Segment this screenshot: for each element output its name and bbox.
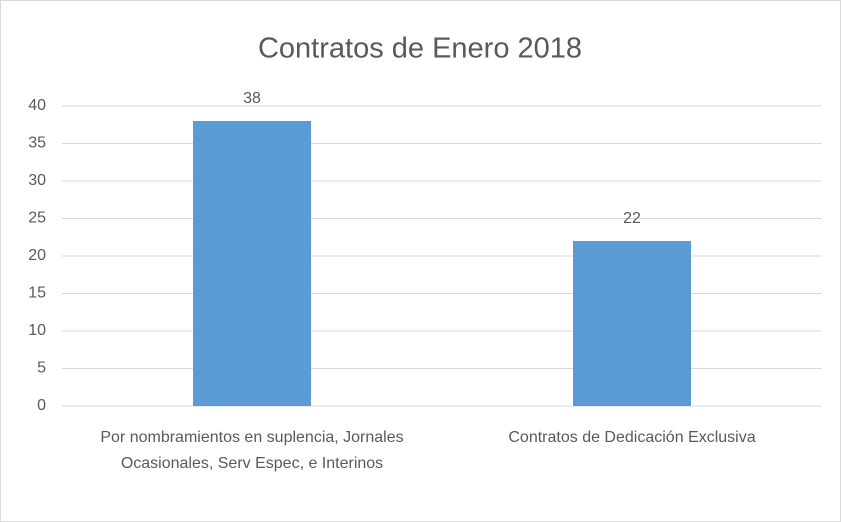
y-tick-label: 0 <box>37 397 46 414</box>
data-label: 22 <box>623 210 641 227</box>
y-tick-label: 25 <box>28 210 46 227</box>
y-tick-label: 10 <box>28 322 46 339</box>
y-tick-label: 15 <box>28 285 46 302</box>
y-tick-label: 30 <box>28 172 46 189</box>
y-tick-label: 40 <box>28 97 46 114</box>
x-tick-label: Contratos de Dedicación Exclusiva <box>508 429 756 446</box>
y-tick-label: 5 <box>37 360 46 377</box>
data-label: 38 <box>243 90 261 107</box>
bar <box>193 121 311 406</box>
chart-title: Contratos de Enero 2018 <box>258 33 582 65</box>
y-tick-label: 20 <box>28 247 46 264</box>
bar <box>573 241 691 406</box>
x-tick-label: Por nombramientos en suplencia, Jornales… <box>100 429 404 472</box>
y-tick-label: 35 <box>28 135 46 152</box>
